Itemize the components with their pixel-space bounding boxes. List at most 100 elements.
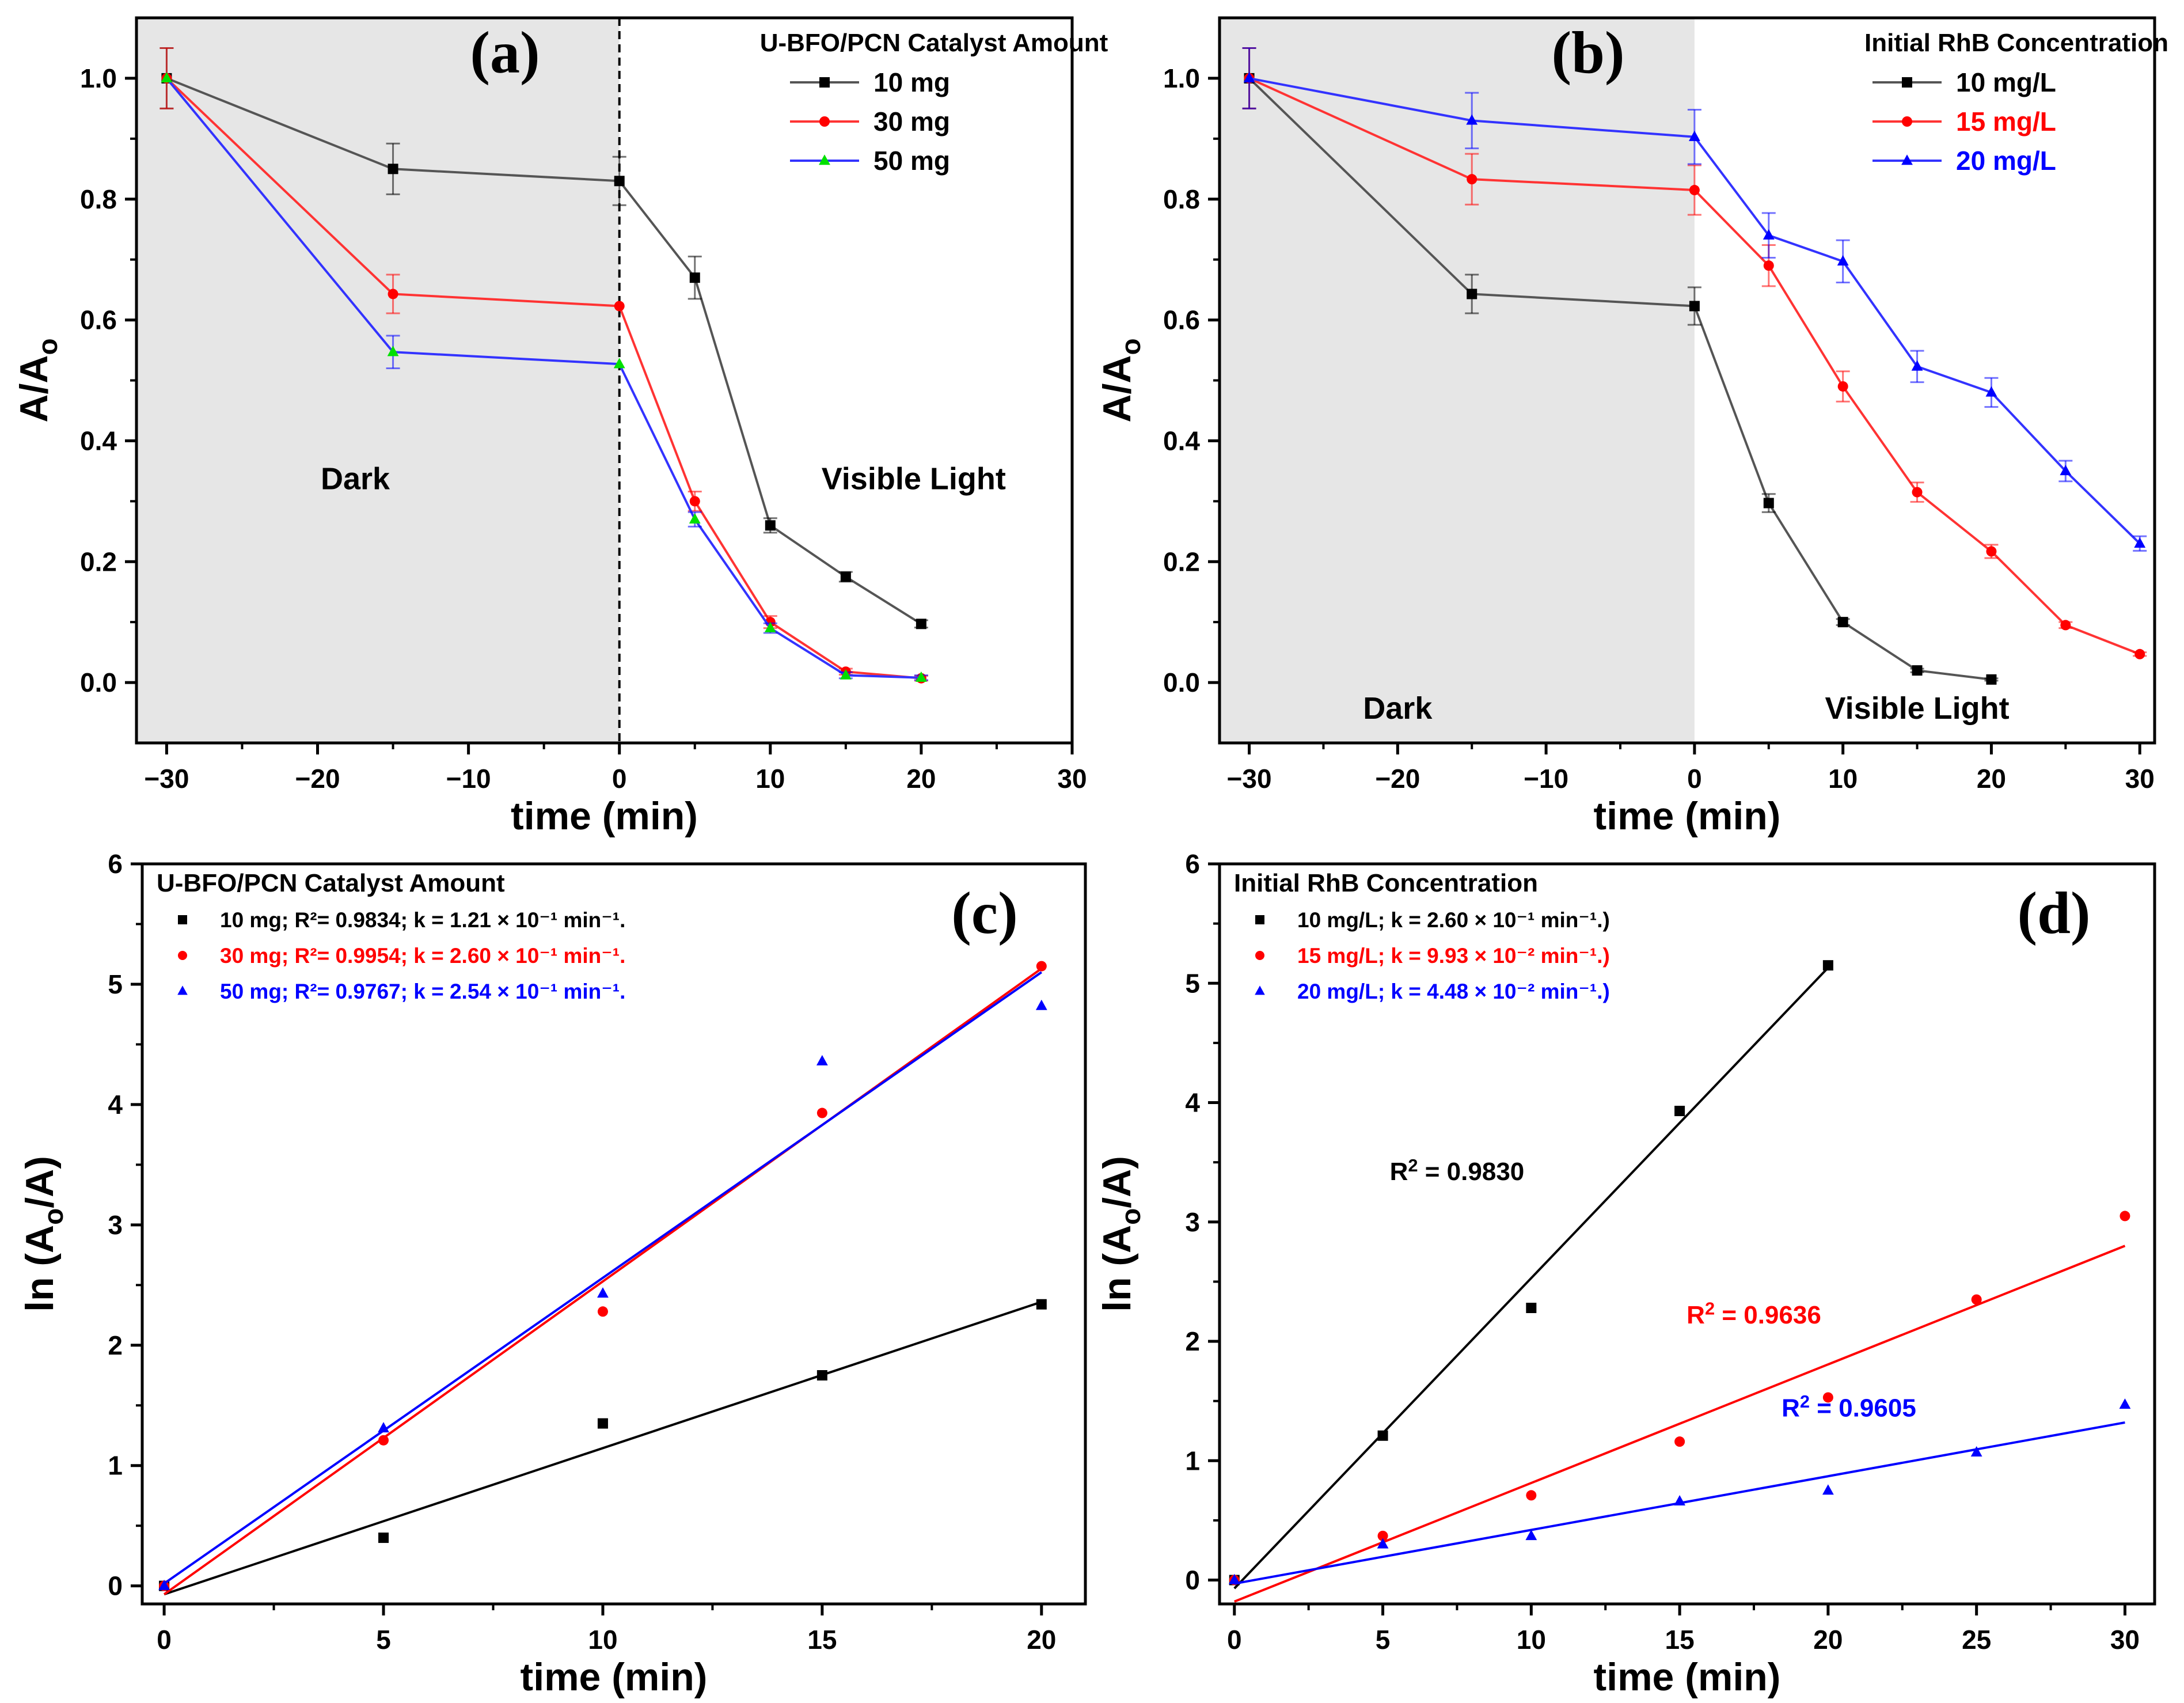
y-tick-label: 3 (1185, 1207, 1200, 1237)
legend-label: 50 mg (873, 146, 950, 176)
data-point (1763, 260, 1774, 271)
data-point (378, 1533, 389, 1543)
data-point (1467, 289, 1477, 299)
data-point (1763, 498, 1774, 509)
x-tick-label: 10 (1517, 1625, 1546, 1655)
y-axis-label: ln (Ao/A) (18, 1156, 69, 1312)
data-point (916, 619, 926, 629)
data-point (1036, 1299, 1047, 1310)
region-annotation: Dark (1363, 691, 1433, 726)
x-tick-label: 30 (2110, 1625, 2140, 1655)
x-tick-label: 20 (906, 764, 936, 794)
region-annotation: Visible Light (822, 461, 1006, 496)
x-tick-label: 0 (1687, 764, 1702, 794)
data-point (840, 571, 851, 582)
panel-tag: (d) (2017, 880, 2090, 946)
x-tick-label: 25 (1962, 1625, 1991, 1655)
panel-tag: (a) (470, 20, 540, 86)
data-point (614, 301, 625, 312)
data-point (765, 520, 776, 531)
y-axis-label-part: o (1116, 1208, 1146, 1225)
data-point (1689, 301, 1700, 312)
legend-marker (1902, 116, 1912, 127)
r-squared-annotation-part: R (1782, 1394, 1800, 1423)
y-tick-label: 2 (108, 1330, 123, 1360)
x-tick-label: 10 (588, 1625, 617, 1655)
legend-label: 10 mg (873, 67, 950, 97)
data-point (1525, 1530, 1537, 1541)
y-axis-label-part: /A) (1095, 1156, 1139, 1208)
x-tick-label: 0 (1227, 1625, 1242, 1655)
data-point (916, 671, 927, 682)
data-point (1526, 1490, 1537, 1501)
plot-frame (1218, 862, 2156, 1606)
data-point (378, 1422, 389, 1433)
data-point (2060, 620, 2071, 631)
y-axis-label: A/Ao (1095, 338, 1146, 422)
data-point (158, 1579, 170, 1590)
x-tick-label: 20 (1027, 1625, 1056, 1655)
y-tick-label: 0.2 (80, 547, 117, 576)
y-tick-label: 6 (1185, 849, 1200, 879)
data-point (1986, 546, 1997, 557)
x-tick-label: −30 (144, 764, 189, 794)
data-point (2119, 1398, 2131, 1409)
panel-b: −30 −20 −10 0 10 20 30 0.0 0.2 0.4 0.6 0.8 1.0 time (… (1095, 16, 2168, 838)
legend-title: Initial RhB Concentration (1234, 869, 1538, 897)
data-point (2134, 648, 2145, 659)
data-point (388, 289, 398, 299)
x-tick-label: −10 (1524, 764, 1568, 794)
y-axis-label-part: ln (A (1095, 1225, 1139, 1312)
y-tick-label: 2 (1185, 1326, 1200, 1356)
legend-marker (819, 77, 830, 88)
x-tick-label: 10 (755, 764, 785, 794)
data-point (1467, 174, 1477, 185)
data-point (1837, 617, 1848, 628)
series-50-mg (158, 971, 1047, 1590)
panel-a: −30 −20 −10 0 10 20 30 0.0 0.2 0.4 0.6 0.8 1.0 time (… (12, 16, 1108, 838)
x-axis-label: time (min) (1594, 794, 1781, 838)
r-squared-annotation-part: 2 (1800, 1391, 1810, 1412)
plot-frame (140, 862, 1087, 1606)
legend-marker (1255, 915, 1264, 924)
legend-label: 30 mg (873, 107, 950, 136)
x-tick-label: 5 (1376, 1625, 1391, 1655)
data-point (1970, 1446, 1982, 1457)
series-20-mg-l (1242, 47, 2147, 552)
y-tick-label: 0.0 (80, 667, 117, 697)
data-point (1035, 999, 1047, 1010)
y-tick-label: 0.8 (80, 184, 117, 214)
r-squared-annotation: R2 = 0.9830 (1390, 1155, 1525, 1186)
x-tick-label: 5 (376, 1625, 391, 1655)
data-point (1674, 1436, 1685, 1447)
legend-label: 10 mg/L (1956, 67, 2056, 97)
data-point (816, 1370, 827, 1381)
panel-tag: (c) (951, 880, 1017, 946)
r-squared-annotation-part: 2 (1408, 1155, 1418, 1175)
r-squared-annotation-part: R (1687, 1301, 1705, 1329)
legend-marker (178, 951, 187, 960)
legend-label: 30 mg; R²= 0.9954; k = 2.60 × 10⁻¹ min⁻¹… (220, 944, 625, 968)
y-axis-label-part: o (33, 338, 63, 355)
y-axis-label-part: A/A (12, 355, 56, 422)
y-tick-label: 4 (108, 1090, 123, 1120)
y-axis-label-part: ln (A (18, 1225, 62, 1312)
x-tick-label: 0 (157, 1625, 172, 1655)
legend-marker (1901, 154, 1913, 165)
y-tick-label: 0.4 (80, 426, 117, 456)
data-point (1911, 360, 1923, 371)
x-tick-label: 15 (1665, 1625, 1695, 1655)
region-annotation: Dark (321, 461, 390, 496)
y-tick-label: 1.0 (1163, 63, 1200, 93)
y-tick-label: 1.0 (80, 63, 117, 93)
series-50-mg (161, 72, 928, 682)
x-tick-label: 15 (807, 1625, 837, 1655)
fit-line (164, 1300, 1042, 1596)
y-tick-label: 0 (1185, 1565, 1200, 1595)
data-point (1526, 1303, 1537, 1313)
data-point (2060, 465, 2072, 476)
fit-line (1233, 966, 1829, 1590)
y-tick-label: 4 (1185, 1088, 1200, 1118)
data-point (1822, 960, 1833, 971)
data-point (1377, 1430, 1388, 1441)
